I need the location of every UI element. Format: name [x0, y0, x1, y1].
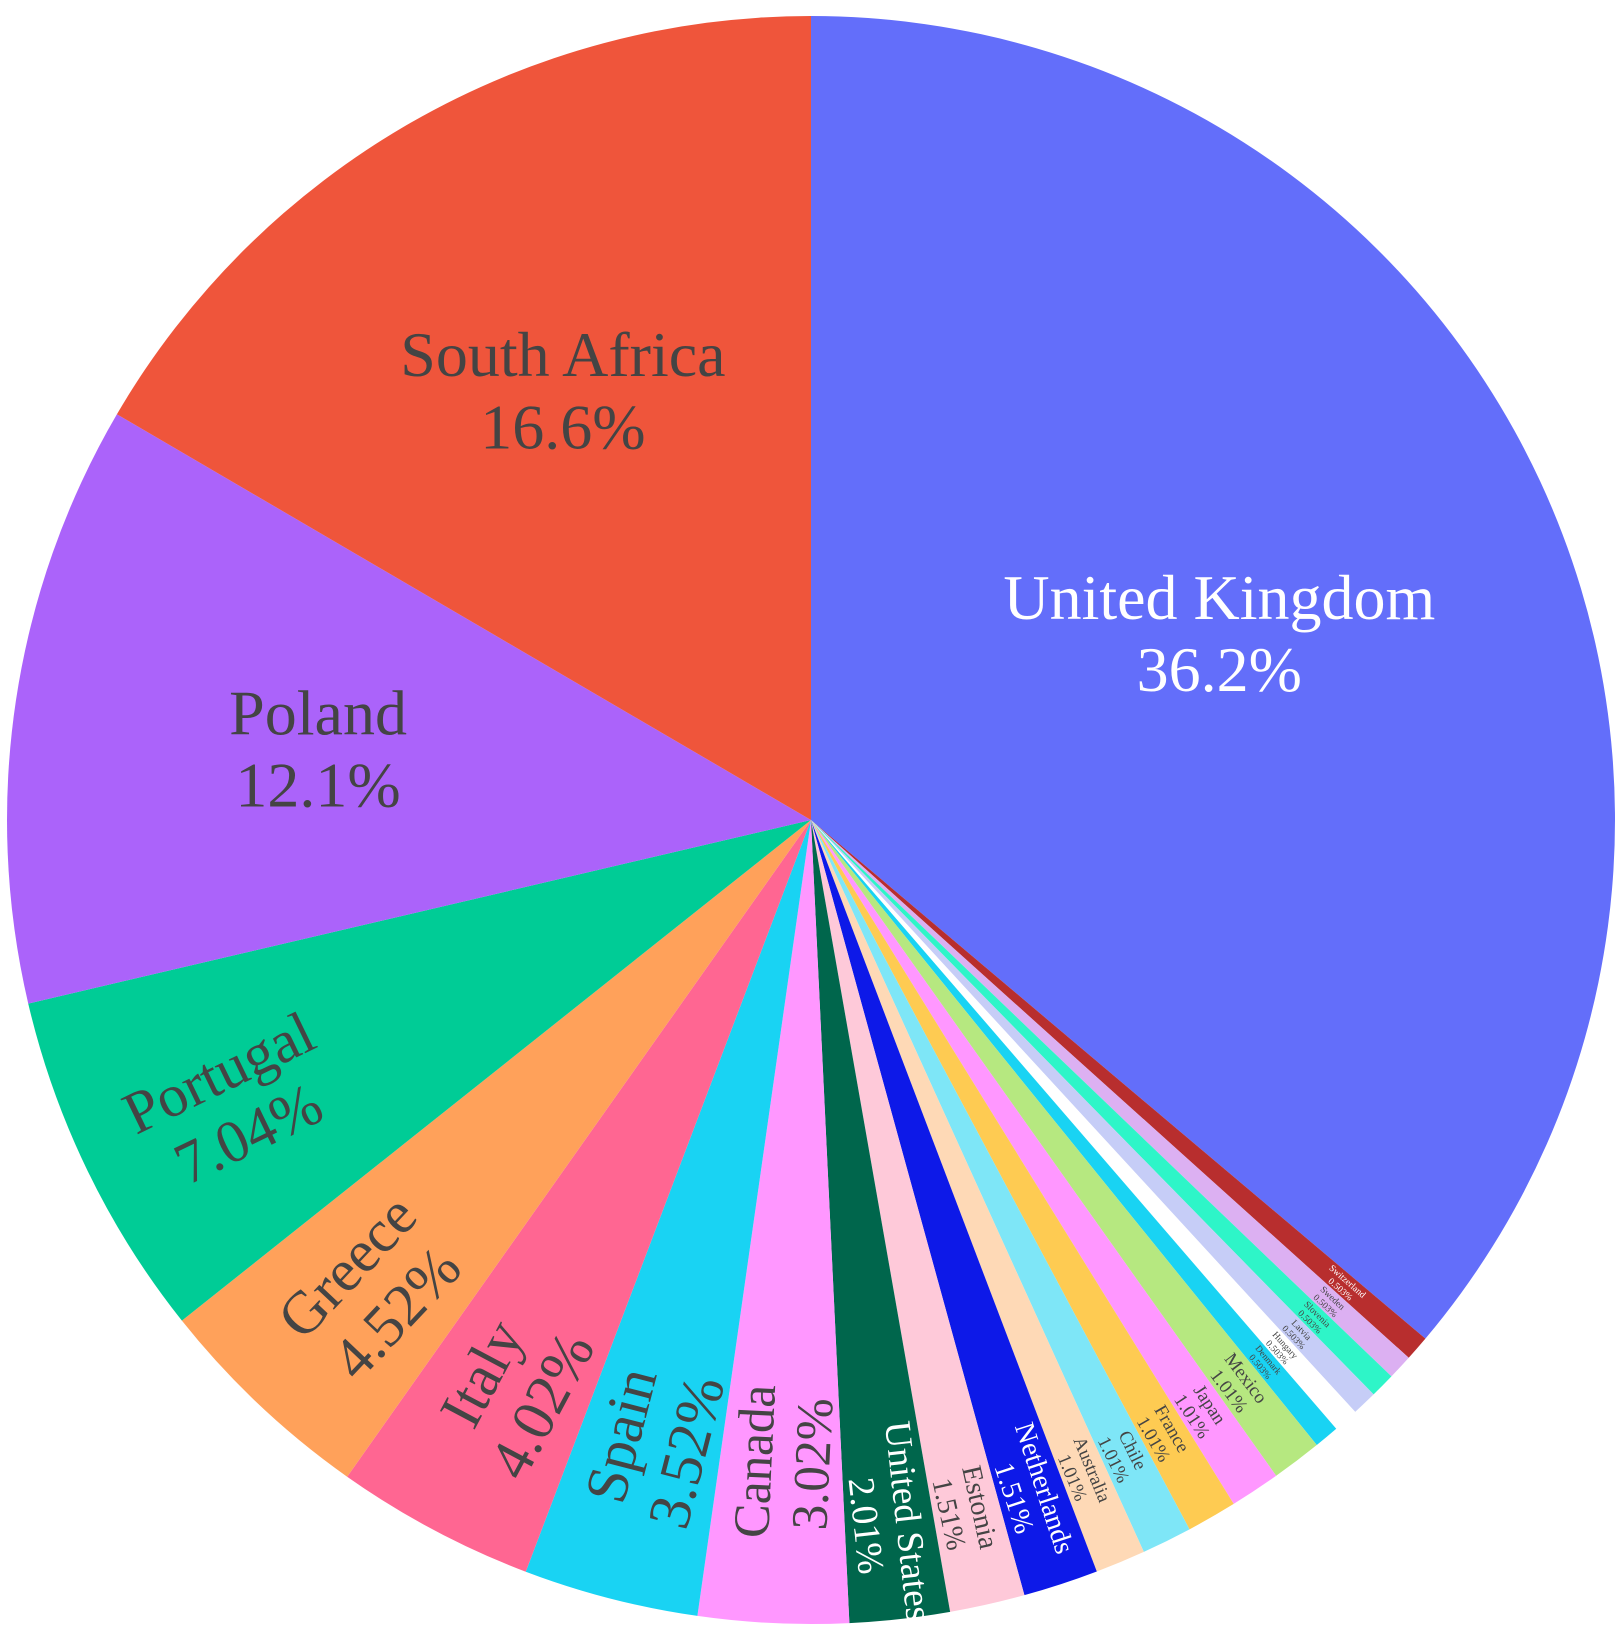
pie-slice-hungary [811, 820, 1356, 1429]
pie-slice-switzerland [811, 820, 1426, 1358]
pie-slice-sweden [811, 820, 1409, 1377]
slice-name-united-kingdom: United Kingdom [1003, 562, 1435, 633]
pie-slice-slovenia [811, 820, 1392, 1395]
slice-name-south-africa: South Africa [400, 319, 725, 390]
pie-slice-south-africa [116, 16, 811, 820]
pie-slice-australia [811, 820, 1144, 1572]
pie-slice-japan [811, 820, 1277, 1504]
pie-slice-mexico [811, 820, 1317, 1476]
pie-slice-france [811, 820, 1234, 1530]
slice-percent-poland: 12.1% [235, 750, 400, 821]
slice-percent-south-africa: 16.6% [480, 391, 645, 462]
pie-slice-denmark [811, 820, 1337, 1445]
pie-slice-italy [347, 820, 811, 1572]
pie-slice-estonia [811, 820, 1025, 1612]
pie-slices [6, 16, 1615, 1624]
pie-slice-latvia [811, 820, 1374, 1412]
pie-slice-united-states [811, 820, 951, 1624]
slice-percent-united-kingdom: 36.2% [1137, 634, 1302, 705]
pie-slice-netherlands [811, 820, 1097, 1596]
pie-slice-spain [525, 820, 811, 1616]
slice-name-poland: Poland [229, 677, 407, 748]
pie-slice-chile [811, 820, 1190, 1552]
slice-percent-canada: 3.02% [781, 1397, 844, 1532]
slice-name-canada: Canada [723, 1383, 787, 1539]
pie-slice-portugal [28, 820, 811, 1321]
pie-slice-canada [697, 820, 850, 1624]
pie-slice-greece [181, 820, 811, 1477]
pie-slice-poland [6, 414, 811, 1004]
pie-slice-united-kingdom [811, 16, 1615, 1339]
